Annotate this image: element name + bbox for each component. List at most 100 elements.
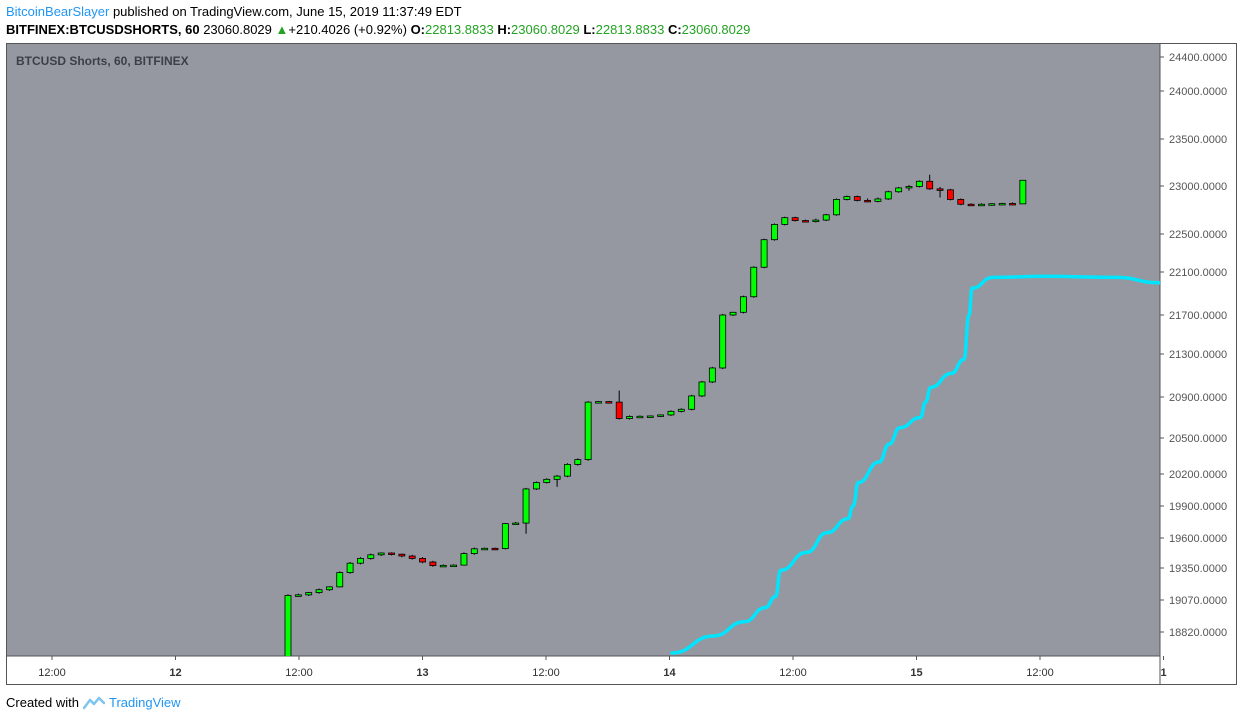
candle-body	[388, 552, 395, 555]
close-label: C:	[667, 22, 682, 37]
candle-body	[439, 564, 447, 568]
y-tick-label: 19350.0000	[1169, 563, 1227, 575]
candle-body	[967, 203, 975, 207]
candle-body	[905, 186, 913, 189]
low-label: L:	[583, 22, 596, 37]
candle-body	[336, 572, 344, 588]
candle-body	[760, 239, 768, 268]
open-value: 22813.8833	[425, 22, 494, 37]
candle-body	[574, 459, 582, 465]
candle-body	[1009, 203, 1016, 206]
candle-body	[884, 191, 892, 200]
y-tick-label: 22100.0000	[1169, 267, 1227, 279]
x-tick-label: 13	[416, 667, 428, 679]
candle-body	[822, 214, 830, 221]
time-axis[interactable]	[7, 656, 1160, 684]
candle-body	[657, 414, 664, 417]
candlestick-chart[interactable]: BTCUSD Shorts, 60, BITFINEX 24400.000024…	[7, 44, 1236, 684]
last-price: 23060.8029	[203, 22, 272, 37]
price-axis[interactable]	[1160, 44, 1236, 684]
candle-body	[398, 553, 406, 557]
candle-body	[470, 548, 478, 554]
author-link[interactable]: BitcoinBearSlayer	[6, 4, 110, 19]
candle-body	[533, 482, 540, 490]
tradingview-link[interactable]: TradingView	[108, 695, 181, 710]
low-value: 22813.8833	[595, 22, 665, 37]
close-value: 23060.8029	[681, 22, 751, 37]
candle-body	[677, 408, 685, 412]
symbol-header: BITFINEX:BTCUSDSHORTS, 60 23060.8029 ▲+2…	[6, 22, 750, 37]
candle-body	[315, 589, 323, 593]
candle-body	[522, 488, 530, 524]
candle-body	[771, 223, 778, 241]
candle-body	[595, 401, 602, 404]
x-tick-label: 14	[663, 667, 676, 679]
x-tick-label: 12:00	[38, 667, 66, 679]
x-tick-label: 1	[1160, 667, 1166, 679]
x-tick-label: 12:00	[1026, 667, 1054, 679]
candle-body	[791, 217, 799, 221]
y-tick-label: 19900.0000	[1169, 501, 1227, 513]
x-axis-ticks: 12:00 12 12:00 13 12:00 14 12:00 15 12:00 1	[38, 656, 1167, 679]
candle-body	[864, 199, 871, 203]
candle-body	[460, 553, 468, 566]
y-tick-label: 18820.0000	[1169, 627, 1227, 639]
candles-series	[284, 174, 1027, 656]
y-tick-label: 19600.0000	[1169, 533, 1227, 545]
y-axis-ticks: 24400.0000 24000.0000 23500.0000 23000.0000…	[1160, 52, 1227, 639]
candle-body	[284, 595, 292, 656]
x-tick-label: 12:00	[779, 667, 807, 679]
candle-body	[853, 196, 861, 201]
chart-frame[interactable]: BTCUSD Shorts, 60, BITFINEX 24400.0000 24…	[6, 43, 1237, 685]
up-arrow-icon: ▲	[275, 22, 289, 37]
candle-body	[781, 217, 789, 225]
y-tick-label: 23500.0000	[1169, 134, 1227, 146]
candle-body	[729, 311, 737, 316]
candle-body	[626, 416, 633, 419]
x-tick-label: 12	[169, 667, 181, 679]
candle-body	[843, 196, 851, 200]
candle-body	[305, 592, 313, 596]
candle-body	[491, 547, 499, 551]
candle-body	[895, 187, 903, 193]
candle-body	[294, 594, 302, 597]
candle-body	[605, 401, 613, 404]
candle-body	[543, 478, 551, 483]
candle-body	[325, 586, 333, 591]
candle-body	[926, 180, 934, 190]
candle-body	[481, 547, 489, 551]
candle-body	[584, 401, 592, 460]
candle-body	[564, 463, 571, 477]
candle-body	[501, 523, 509, 549]
y-tick-label: 20200.0000	[1169, 469, 1227, 481]
candle-body	[947, 189, 954, 200]
candle-body	[408, 555, 416, 559]
high-value: 23060.8029	[511, 22, 580, 37]
candle-body	[988, 203, 996, 206]
y-tick-label: 20900.0000	[1169, 392, 1227, 404]
candle-body	[957, 199, 965, 205]
candle-body	[553, 475, 561, 480]
candle-body	[667, 410, 675, 416]
open-label: O:	[410, 22, 426, 37]
candle-body	[450, 564, 458, 568]
plot-area[interactable]	[7, 44, 1160, 656]
y-tick-label: 24000.0000	[1169, 86, 1227, 98]
high-label: H:	[497, 22, 512, 37]
candle-body	[833, 199, 840, 216]
candle-body	[915, 180, 923, 187]
indicator-line	[670, 274, 1160, 655]
publish-header: BitcoinBearSlayer published on TradingVi…	[6, 4, 462, 19]
candle-body	[719, 314, 727, 369]
candle-body	[812, 219, 820, 222]
y-tick-label: 20500.0000	[1169, 433, 1227, 445]
candle-body	[615, 401, 623, 419]
x-tick-label: 12:00	[532, 667, 560, 679]
candle-body	[636, 415, 644, 419]
published-text: published on TradingView.com, June 15, 2…	[112, 4, 462, 19]
candle-body	[367, 554, 375, 559]
tradingview-logo-icon	[82, 696, 105, 709]
candle-body	[429, 561, 437, 566]
candle-body	[750, 266, 758, 298]
candle-body	[740, 296, 747, 313]
